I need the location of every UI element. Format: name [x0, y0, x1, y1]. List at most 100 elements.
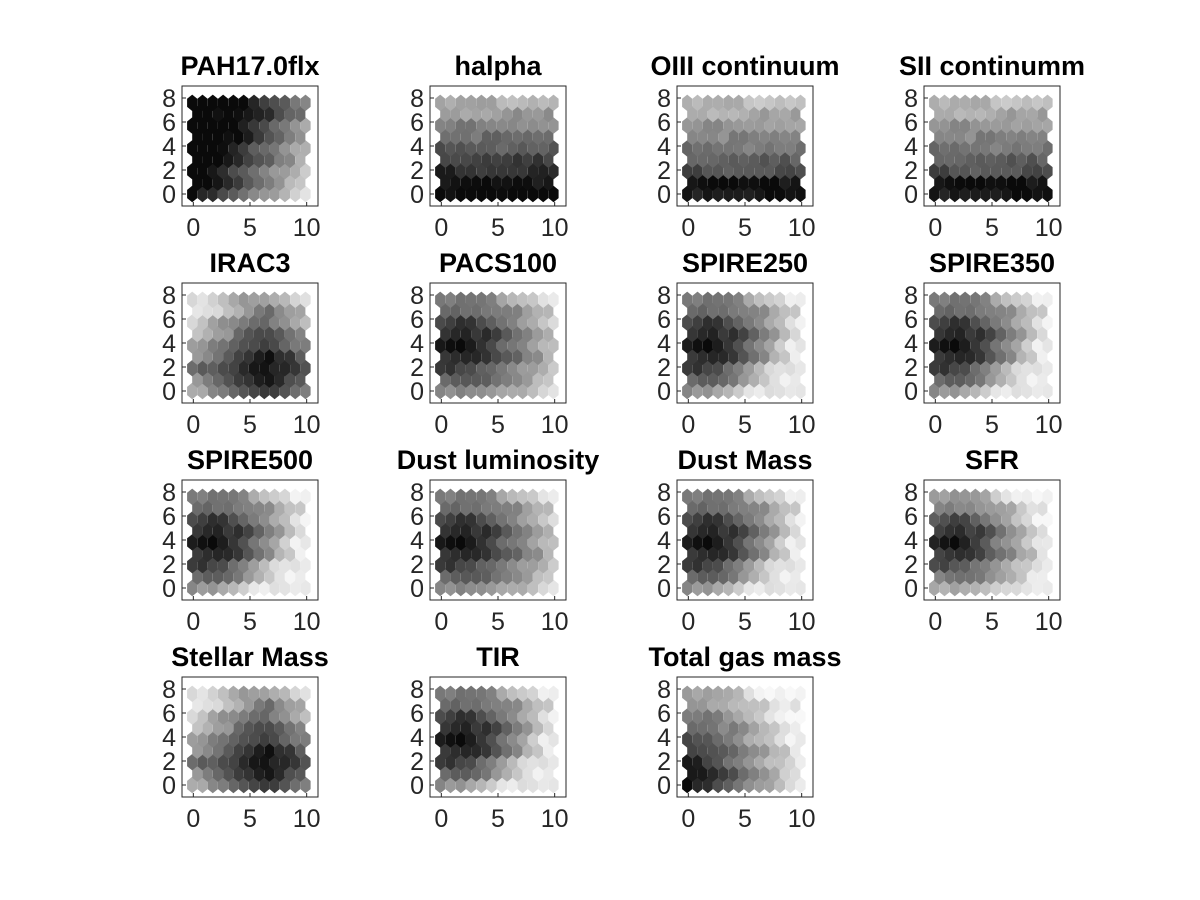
- hex-cell: [212, 765, 223, 782]
- hex-cell: [512, 568, 523, 585]
- hex-cell: [274, 697, 285, 714]
- hex-cell: [1042, 488, 1053, 505]
- hex-cell: [228, 163, 239, 180]
- hex-cell: [543, 371, 554, 388]
- hex-cell: [290, 511, 301, 528]
- hex-cell: [274, 545, 285, 562]
- y-tick-label: 0: [410, 575, 424, 603]
- hex-cell: [435, 488, 446, 505]
- x-tick-label: 5: [738, 411, 752, 439]
- hex-cell: [517, 360, 528, 377]
- hex-cell: [1021, 117, 1032, 134]
- hex-cell: [749, 568, 760, 585]
- hex-cell: [985, 371, 996, 388]
- hex-cell: [1021, 140, 1032, 157]
- hex-cell: [264, 303, 275, 320]
- hex-cell: [996, 522, 1007, 540]
- hex-cell: [295, 325, 306, 343]
- hex-cell: [496, 557, 508, 574]
- hex-cell: [207, 140, 218, 157]
- hex-cell: [466, 776, 477, 794]
- hex-cell: [1037, 522, 1048, 540]
- hex-cell: [248, 511, 260, 528]
- hex-cell: [1011, 140, 1022, 157]
- x-tick-label: 5: [243, 805, 257, 833]
- hex-cell: [435, 731, 446, 748]
- y-tick-label: 2: [162, 748, 176, 776]
- hex-cell: [1011, 511, 1022, 528]
- hex-cell: [1001, 117, 1012, 134]
- hex-cell: [1011, 360, 1022, 377]
- hex-cell: [713, 94, 724, 111]
- hex-cell: [259, 731, 270, 748]
- hex-cell: [502, 568, 513, 585]
- hex-cell: [517, 685, 528, 702]
- hex-cell: [274, 719, 285, 737]
- hex-cell: [259, 776, 270, 794]
- hex-cell: [718, 348, 729, 365]
- hex-cell: [496, 163, 508, 180]
- hex-cell: [718, 545, 729, 562]
- hex-cell: [218, 776, 229, 794]
- hex-cell: [939, 360, 950, 377]
- y-tick-label: 6: [410, 503, 424, 531]
- hex-cell: [512, 371, 523, 388]
- hex-cell: [228, 488, 239, 505]
- hex-cell: [779, 151, 791, 168]
- hex-cell: [1016, 151, 1027, 168]
- hex-cell: [929, 557, 940, 574]
- hex-cell: [269, 685, 280, 702]
- hex-cell: [749, 128, 760, 146]
- y-tick-label: 8: [657, 479, 671, 507]
- hex-cell: [944, 151, 955, 168]
- hex-cell: [440, 568, 451, 585]
- hex-cell: [996, 371, 1007, 388]
- hex-cell: [527, 360, 538, 377]
- hex-cell: [243, 174, 254, 191]
- hex-cell: [692, 534, 703, 551]
- hex-cell: [1042, 291, 1053, 308]
- hex-cell: [1037, 128, 1048, 146]
- hex-cell: [543, 568, 554, 585]
- hex-cell: [949, 360, 960, 377]
- hex-cell: [264, 500, 275, 517]
- hex-cell: [248, 163, 260, 180]
- hex-cell: [440, 765, 451, 782]
- hex-cell: [1026, 568, 1038, 585]
- hex-cell: [212, 742, 223, 759]
- y-tick-label: 4: [410, 527, 424, 555]
- hex-cell: [460, 719, 471, 737]
- hex-cell: [486, 140, 497, 157]
- hex-cell: [269, 94, 280, 111]
- hex-cell: [769, 500, 780, 517]
- hex-cell: [687, 568, 698, 585]
- hex-cell: [243, 348, 254, 365]
- hex-cell: [507, 314, 518, 331]
- hex-cell: [538, 314, 549, 331]
- hex-cell: [682, 163, 693, 180]
- hex-cell: [274, 325, 285, 343]
- hex-cell: [491, 500, 502, 517]
- hex-cell: [697, 371, 708, 388]
- hex-cell: [486, 557, 497, 574]
- y-tick-label: 8: [162, 282, 176, 310]
- hex-cell: [486, 708, 497, 725]
- hex-cell: [243, 128, 254, 146]
- hex-cell: [733, 94, 744, 111]
- hex-cell: [238, 94, 249, 111]
- hex-cell: [233, 697, 244, 714]
- hex-cell: [481, 742, 492, 759]
- hex-cell: [248, 685, 260, 702]
- hex-cell: [795, 117, 806, 134]
- hex-cell: [785, 117, 796, 134]
- hex-cell: [702, 685, 713, 702]
- hex-cell: [522, 106, 533, 123]
- hex-cell: [738, 568, 749, 585]
- hex-cell: [491, 303, 502, 320]
- hex-cell: [790, 719, 801, 737]
- hex-cell: [538, 731, 549, 748]
- hex-cell: [713, 534, 724, 551]
- hex-cell: [769, 325, 780, 343]
